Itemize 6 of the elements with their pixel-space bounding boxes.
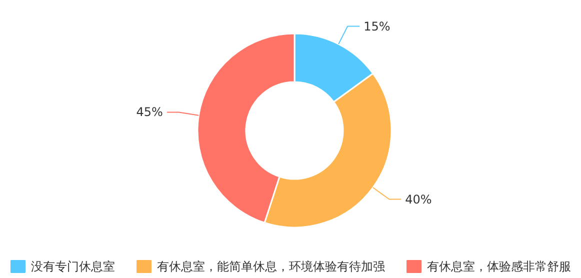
data-label: 15% [364,19,390,34]
legend-label: 有休息室，能简单休息，环境体验有待加强 [157,260,385,274]
data-label: 45% [136,105,163,120]
data-label: 40% [405,192,432,206]
legend-label: 有休息室，体验感非常舒服 [427,260,571,274]
legend-label: 没有专门休息室 [31,260,115,274]
